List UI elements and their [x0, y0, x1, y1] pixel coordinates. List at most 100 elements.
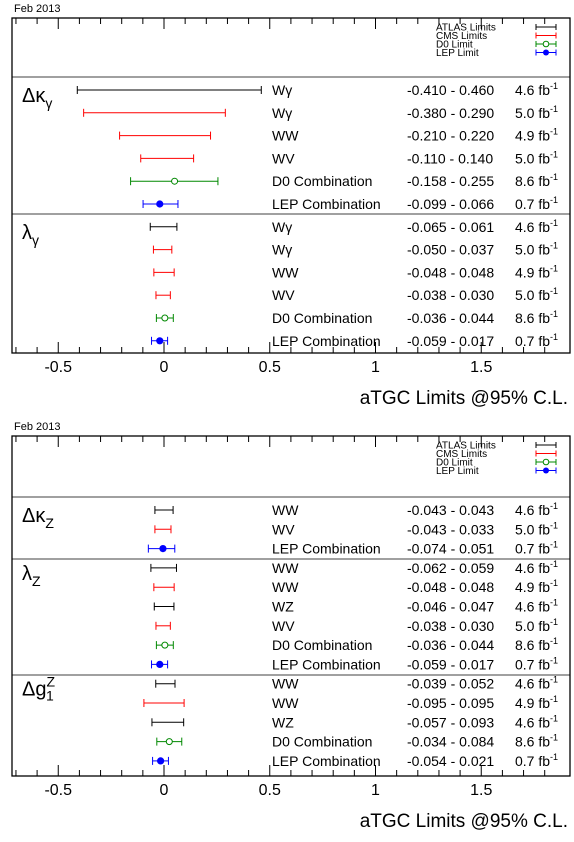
legend-marker [542, 40, 550, 48]
limit-range: -0.054 - 0.021 [407, 753, 494, 769]
channel-label: D0 Combination [272, 734, 372, 750]
luminosity-label: 4.6 fb-1 [515, 81, 558, 98]
limit-range: -0.043 - 0.033 [407, 521, 494, 537]
luminosity-label: 5.0 fb-1 [515, 617, 558, 634]
legend-marker [542, 458, 550, 466]
legend-label: LEP Limit [436, 48, 479, 59]
luminosity-label: 5.0 fb-1 [515, 241, 558, 258]
luminosity-label: 4.9 fb-1 [515, 263, 558, 280]
luminosity-label: 0.7 fb-1 [515, 752, 558, 769]
luminosity-label: 5.0 fb-1 [515, 286, 558, 303]
limit-range: -0.039 - 0.052 [407, 676, 494, 692]
limit-range: -0.034 - 0.084 [407, 734, 494, 750]
channel-label: WW [272, 560, 299, 576]
date-label: Feb 2013 [14, 421, 60, 433]
luminosity-label: 4.6 fb-1 [515, 501, 558, 518]
legend-label: CMS Limits [436, 31, 487, 42]
x-tick-label: -0.5 [44, 782, 72, 799]
date-label: Feb 2013 [14, 3, 60, 15]
luminosity-label: 4.9 fb-1 [515, 127, 558, 144]
limit-range: -0.048 - 0.048 [407, 579, 494, 595]
luminosity-label: 0.7 fb-1 [515, 195, 558, 212]
channel-label: LEP Combination [272, 333, 381, 349]
legend-label: ATLAS Limits [436, 23, 496, 34]
limit-range: -0.059 - 0.017 [407, 333, 494, 349]
channel-label: LEP Combination [272, 196, 381, 212]
limit-range: -0.057 - 0.093 [407, 714, 494, 730]
luminosity-label: 5.0 fb-1 [515, 520, 558, 537]
x-tick-label: 0 [160, 359, 169, 376]
channel-label: WV [272, 287, 295, 303]
x-tick-label: 0.5 [259, 359, 281, 376]
channel-label: WW [272, 502, 299, 518]
legend-label: D0 Limit [436, 40, 473, 51]
luminosity-label: 4.6 fb-1 [515, 559, 558, 576]
center-marker-open [171, 177, 179, 185]
limit-range: -0.410 - 0.460 [407, 82, 494, 98]
x-tick-label: 0 [160, 782, 169, 799]
x-axis-title: aTGC Limits @95% C.L. [360, 388, 568, 409]
center-marker-open [165, 738, 173, 746]
luminosity-label: 4.6 fb-1 [515, 713, 558, 730]
luminosity-label: 0.7 fb-1 [515, 332, 558, 349]
legend-marker [543, 467, 549, 474]
parameter-label: λγ [22, 222, 39, 248]
channel-label: Wγ [272, 105, 292, 121]
limit-range: -0.210 - 0.220 [407, 128, 494, 144]
channel-label: WV [272, 521, 295, 537]
luminosity-label: 8.6 fb-1 [515, 172, 558, 189]
x-tick-label: 0.5 [259, 782, 281, 799]
legend-marker [543, 49, 549, 56]
legend-label: D0 Limit [436, 458, 473, 469]
x-tick-label: 1 [371, 782, 380, 799]
parameter-label: ΔgZ 1 [22, 674, 55, 704]
limit-range: -0.065 - 0.061 [407, 219, 494, 235]
channel-label: WV [272, 150, 295, 166]
limit-range: -0.038 - 0.030 [407, 287, 494, 303]
channel-label: WZ [272, 714, 294, 730]
limit-range: -0.095 - 0.095 [407, 695, 494, 711]
limit-range: -0.048 - 0.048 [407, 264, 494, 280]
channel-label: LEP Combination [272, 656, 381, 672]
channel-label: LEP Combination [272, 541, 381, 557]
x-tick-label: 1.5 [470, 782, 492, 799]
channel-label: WV [272, 618, 295, 634]
limit-range: -0.380 - 0.290 [407, 105, 494, 121]
channel-label: D0 Combination [272, 637, 372, 653]
limit-range: -0.036 - 0.044 [407, 637, 494, 653]
luminosity-label: 8.6 fb-1 [515, 733, 558, 750]
center-marker-open [161, 314, 169, 322]
limit-range: -0.046 - 0.047 [407, 599, 494, 615]
luminosity-label: 4.6 fb-1 [515, 675, 558, 692]
channel-label: WW [272, 676, 299, 692]
luminosity-label: 8.6 fb-1 [515, 636, 558, 653]
limit-range: -0.062 - 0.059 [407, 560, 494, 576]
luminosity-label: 0.7 fb-1 [515, 540, 558, 557]
channel-label: WW [272, 695, 299, 711]
limit-range: -0.036 - 0.044 [407, 310, 494, 326]
channel-label: LEP Combination [272, 753, 381, 769]
legend-label: CMS Limits [436, 449, 487, 460]
luminosity-label: 0.7 fb-1 [515, 655, 558, 672]
channel-label: Wγ [272, 242, 292, 258]
luminosity-label: 4.6 fb-1 [515, 598, 558, 615]
luminosity-label: 5.0 fb-1 [515, 104, 558, 121]
channel-label: WW [272, 128, 299, 144]
luminosity-label: 4.6 fb-1 [515, 218, 558, 235]
x-tick-label: 1 [371, 359, 380, 376]
legend-label: LEP Limit [436, 466, 479, 477]
parameter-label: Δκγ [22, 85, 52, 111]
channel-label: D0 Combination [272, 173, 372, 189]
limit-range: -0.074 - 0.051 [407, 541, 494, 557]
luminosity-label: 5.0 fb-1 [515, 149, 558, 166]
center-marker-filled [156, 660, 164, 669]
limit-range: -0.059 - 0.017 [407, 656, 494, 672]
channel-label: WW [272, 579, 299, 595]
limit-range: -0.043 - 0.043 [407, 502, 494, 518]
channel-label: D0 Combination [272, 310, 372, 326]
center-marker-filled [156, 200, 164, 208]
luminosity-label: 8.6 fb-1 [515, 309, 558, 326]
